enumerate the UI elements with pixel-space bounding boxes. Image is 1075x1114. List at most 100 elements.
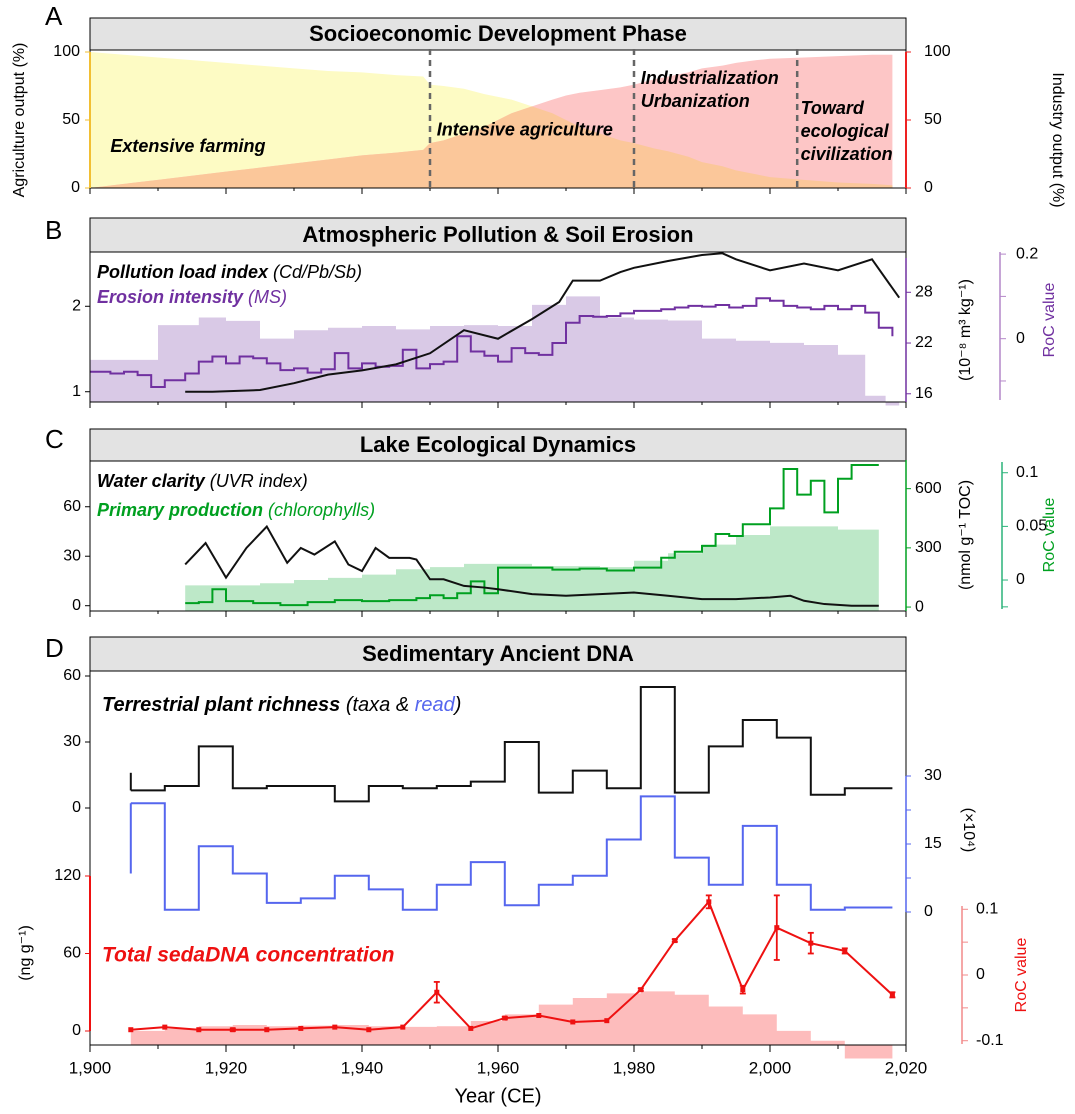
- clarity-legend: Water clarity (UVR index): [97, 471, 308, 491]
- sedadna-point: [672, 938, 678, 944]
- agri-tick-label: 0: [71, 179, 80, 196]
- roc-c-ylabel: RoC value: [1041, 498, 1058, 573]
- roc-d-tick-label: 0: [976, 966, 985, 983]
- sedadna-point: [706, 899, 712, 905]
- richness-taxa-line: [130, 686, 893, 803]
- pollution-legend: Pollution load index (Cd/Pb/Sb): [97, 262, 362, 282]
- x-tick-label: 2,020: [885, 1058, 928, 1077]
- panel-letter-D: D: [45, 633, 64, 663]
- taxa-tick-label: 30: [63, 733, 81, 750]
- sedadna-point: [468, 1025, 474, 1031]
- clarity-axis-tick-label: 60: [63, 498, 81, 515]
- roc-d-tick-label: -0.1: [976, 1032, 1004, 1049]
- sedadna-roc-area: [130, 991, 893, 1059]
- clarity-axis-tick-label: 30: [63, 547, 81, 564]
- sedadna-point: [774, 925, 780, 931]
- production-legend-title: Primary production: [97, 500, 268, 520]
- roc-b-tick-label: 0.2: [1016, 245, 1038, 262]
- production-axis-tick-label: 600: [915, 480, 942, 497]
- clarity-legend-sub: (UVR index): [210, 471, 308, 491]
- sedadna-point: [162, 1024, 168, 1030]
- panel-a-header: [89, 17, 907, 51]
- dna-tick-label: 0: [72, 1022, 81, 1039]
- x-tick-label: 1,900: [69, 1058, 112, 1077]
- agri-tick-label: 100: [53, 43, 80, 60]
- sedadna-point: [230, 1027, 236, 1033]
- erosion-axis-tick-label: 28: [915, 284, 933, 301]
- pollution-legend-title: Pollution load index: [97, 262, 273, 282]
- production-axis-tick-label: 0: [915, 598, 924, 615]
- sedadna-point: [502, 1015, 508, 1021]
- sedadna-point: [842, 948, 848, 954]
- roc-b-tick-label: 0: [1016, 330, 1025, 347]
- pollution-load-line: [185, 252, 901, 393]
- phase-label: Urbanization: [641, 91, 750, 111]
- ind-tick-label: 0: [924, 179, 933, 196]
- read-tick-label: 30: [924, 767, 942, 784]
- richness-legend: Terrestrial plant richness (taxa & read): [102, 694, 461, 716]
- panel-letter-B: B: [45, 215, 62, 245]
- pollution-axis-tick-label: 2: [72, 297, 81, 314]
- ind-tick-label: 100: [924, 43, 951, 60]
- panel-letter-A: A: [45, 1, 63, 31]
- read-tick-label: 0: [924, 903, 933, 920]
- roc-c-tick-label: 0.1: [1016, 464, 1038, 481]
- panel-c-title: Lake Ecological Dynamics: [360, 432, 636, 457]
- read-ylabel: (×10⁴): [960, 808, 977, 853]
- erosion-legend-sub: (MS): [248, 287, 287, 307]
- richness-read-line: [130, 795, 893, 911]
- roc-c-tick-label: 0.05: [1016, 518, 1047, 535]
- phase-label: Extensive farming: [110, 136, 265, 156]
- richness-legend-title: Terrestrial plant richness: [102, 694, 346, 716]
- roc-b-ylabel: RoC value: [1041, 283, 1058, 358]
- richness-legend-open: (taxa &: [346, 694, 415, 716]
- x-tick-label: 1,920: [205, 1058, 248, 1077]
- production-axis-tick-label: 300: [915, 539, 942, 556]
- x-tick-label: 1,940: [341, 1058, 384, 1077]
- roc-c-tick-label: 0: [1016, 571, 1025, 588]
- primary-production-line: [185, 464, 879, 607]
- phase-label: Industrialization: [641, 68, 779, 88]
- erosion-legend: Erosion intensity (MS): [97, 287, 287, 307]
- x-tick-label: 1,960: [477, 1058, 520, 1077]
- erosion-legend-title: Erosion intensity: [97, 287, 248, 307]
- production-roc-area: [185, 526, 879, 611]
- x-tick-label: 2,000: [749, 1058, 792, 1077]
- sedadna-point: [434, 989, 440, 995]
- sedadna-point: [604, 1018, 610, 1024]
- panel-a-title: Socioeconomic Development Phase: [309, 21, 687, 46]
- erosion-ylabel: (10⁻⁸ m³ kg⁻¹): [957, 279, 974, 381]
- dna-tick-label: 60: [63, 945, 81, 962]
- x-axis-label: Year (CE): [454, 1085, 541, 1107]
- water-clarity-line: [184, 524, 879, 607]
- sedadna-point: [740, 987, 746, 993]
- sedadna-point: [366, 1027, 372, 1033]
- industry-area: [90, 54, 893, 188]
- sedadna-point: [128, 1027, 134, 1033]
- erosion-roc-area: [90, 296, 900, 406]
- taxa-tick-label: 0: [72, 799, 81, 816]
- production-legend: Primary production (chlorophylls): [97, 500, 375, 520]
- phase-label: ecological: [801, 121, 890, 141]
- production-ylabel: (nmol g⁻¹ TOC): [957, 480, 974, 590]
- industry-ylabel: Industry output (%): [1049, 72, 1066, 207]
- agri-tick-label: 50: [62, 111, 80, 128]
- phase-label: civilization: [801, 144, 893, 164]
- sedadna-point: [536, 1013, 542, 1018]
- agriculture-ylabel: Agriculture output (%): [11, 43, 28, 198]
- pollution-axis-tick-label: 1: [72, 383, 81, 400]
- taxa-tick-label: 60: [63, 667, 81, 684]
- panel-d-title: Sedimentary Ancient DNA: [362, 641, 634, 666]
- production-legend-sub: (chlorophylls): [268, 500, 375, 520]
- ind-tick-label: 50: [924, 111, 942, 128]
- sedadna-point: [638, 987, 644, 993]
- sedadna-point: [264, 1027, 270, 1033]
- erosion-axis-tick-label: 16: [915, 385, 933, 402]
- phase-label: Toward: [801, 98, 865, 118]
- agriculture-area: [90, 52, 893, 188]
- roc-d-tick-label: 0.1: [976, 901, 998, 918]
- panel-b-title: Atmospheric Pollution & Soil Erosion: [302, 222, 693, 247]
- roc-d-ylabel: RoC value: [1013, 938, 1030, 1013]
- sedadna-point: [298, 1025, 304, 1031]
